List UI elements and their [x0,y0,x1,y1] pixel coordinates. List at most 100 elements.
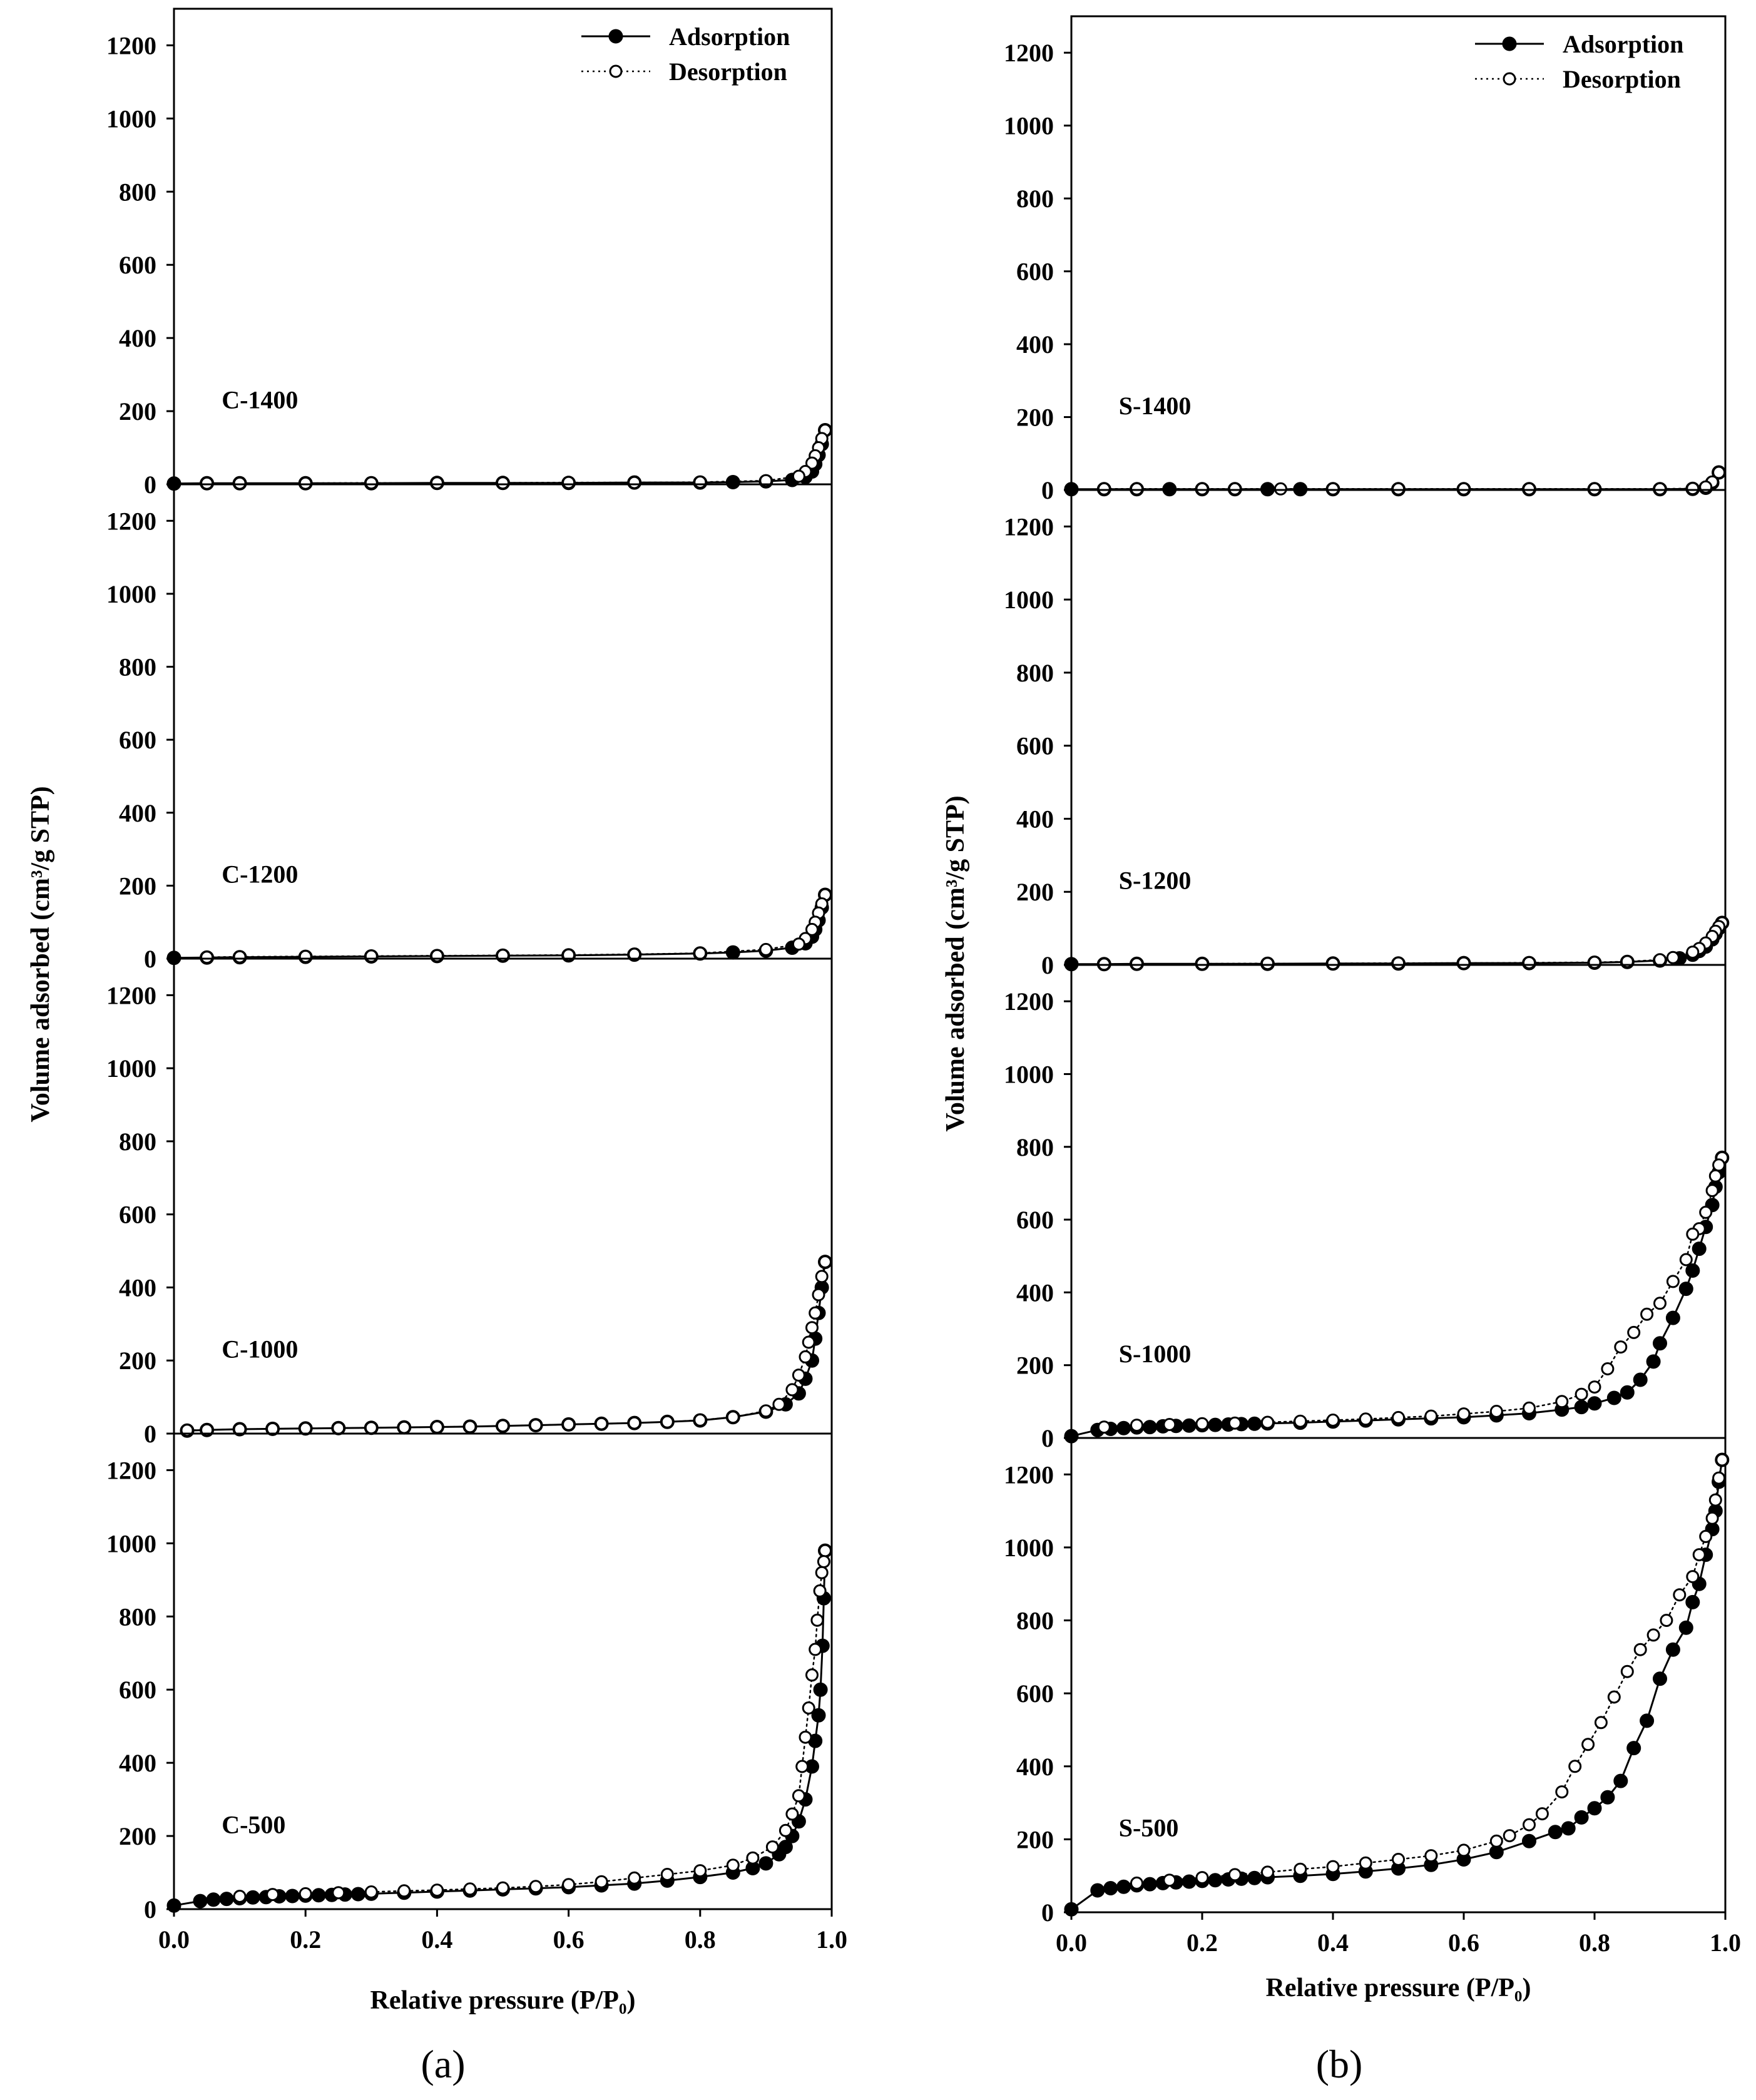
y-tick-label: 600 [119,1676,156,1704]
desorption-point [1607,1690,1621,1704]
desorption-line [1136,1459,1723,1884]
desorption-point [1457,482,1471,496]
desorption-point [562,1417,576,1431]
desorption-point [815,1270,829,1283]
legend-desorption-marker [1503,72,1516,86]
desorption-point [1673,1588,1687,1602]
y-tick-label: 400 [1016,1753,1054,1781]
desorption-point [233,1422,247,1436]
desorption-point [802,1335,815,1349]
desorption-point [1568,1760,1582,1773]
desorption-point [299,1887,312,1900]
adsorption-point [778,1840,793,1855]
desorption-point [772,1397,786,1411]
desorption-point [1274,482,1287,496]
adsorption-point [1103,1881,1118,1895]
desorption-point [1712,466,1726,479]
x-tick-label: 0.6 [1448,1929,1479,1957]
adsorption-line [173,1549,826,1907]
y-tick-label: 1000 [1004,1534,1054,1562]
y-tick-label: 1200 [106,1456,156,1484]
desorption-point [1705,1511,1719,1525]
desorption-point [810,1613,824,1627]
y-tick-label: 1000 [1004,112,1054,140]
desorption-point [1555,1785,1569,1799]
x-axis-title: Relative pressure (P/P₀) [370,1986,636,2015]
panel-label-a: (a) [421,2042,465,2086]
adsorption-point [245,1890,260,1905]
adsorption-point [1208,1873,1223,1888]
y-tick-label: 600 [1016,258,1054,286]
desorption-point [529,1880,543,1894]
adsorption-point [811,1708,826,1723]
desorption-point [1195,482,1209,496]
x-tick-label: 0.8 [1579,1929,1610,1957]
desorption-point [802,1701,815,1715]
desorption-point [1097,482,1111,496]
desorption-point [463,1882,477,1896]
x-tick-label: 1.0 [1710,1929,1741,1957]
desorption-point [562,1878,576,1892]
desorption-point [1294,1414,1307,1428]
desorption-point [1228,1416,1242,1430]
y-tick-label: 200 [1016,1825,1054,1853]
y-tick-label: 600 [1016,1679,1054,1708]
desorption-point [805,922,819,936]
desorption-point [397,1420,411,1434]
adsorption-point [813,1682,828,1697]
desorption-point [660,1868,674,1881]
adsorption-point [1640,1713,1655,1728]
adsorption-point [1587,1396,1602,1411]
desorption-point [660,1415,674,1429]
desorption-point [1653,1297,1667,1310]
desorption-point [1457,1407,1471,1421]
desorption-point [693,946,707,960]
adsorption-point [1626,1741,1641,1756]
adsorption-point [1182,1418,1197,1433]
desorption-point [1163,1418,1177,1431]
adsorption-point [1692,1241,1707,1256]
desorption-point [746,1851,760,1865]
y-tick-label: 400 [119,324,156,352]
desorption-point [1130,957,1143,971]
sample-label-c-1000: C-1000 [222,1335,298,1363]
legend-desorption-label: Desorption [1563,65,1681,93]
desorption-point [726,1410,740,1424]
subplot-c-1400: 0 200 400 600 800 1000 1200 C-1400 [106,8,833,499]
desorption-point [1261,1415,1274,1429]
desorption-point [1326,1414,1340,1427]
desorption-point [819,1544,832,1557]
desorption-point [1653,482,1667,496]
desorption-point [430,1883,444,1897]
legend-desorption-marker [609,64,623,78]
desorption-point [1699,1529,1713,1543]
desorption-point [809,1643,822,1656]
desorption-point [815,1566,829,1579]
adsorption-point [1561,1821,1576,1836]
desorption-point [1457,1843,1471,1857]
desorption-line [238,1549,826,1897]
y-tick-label: 0 [1041,1899,1054,1927]
desorption-point [1699,480,1713,494]
desorption-point [233,950,247,964]
adsorption-point [1653,1671,1667,1686]
desorption-point [200,476,214,490]
desorption-point [364,476,378,490]
y-tick-label: 1200 [106,507,156,535]
desorption-point [785,1807,799,1821]
desorption-point [1228,482,1242,496]
desorption-point [1660,1614,1673,1627]
adsorption-point [1587,1801,1602,1816]
y-tick-label: 800 [119,1603,156,1631]
desorption-point [1457,956,1471,970]
desorption-point [1594,1716,1608,1730]
desorption-point [819,1255,832,1269]
desorption-point [759,1404,773,1418]
adsorption-point [1574,1810,1589,1825]
adsorption-point [1247,1416,1262,1431]
y-axis-title: Volume adsorbed (cm³/g STP) [26,786,55,1122]
adsorption-point [1600,1790,1615,1805]
desorption-point [765,1840,779,1854]
desorption-point [817,1555,830,1569]
adsorption-line [173,429,826,485]
